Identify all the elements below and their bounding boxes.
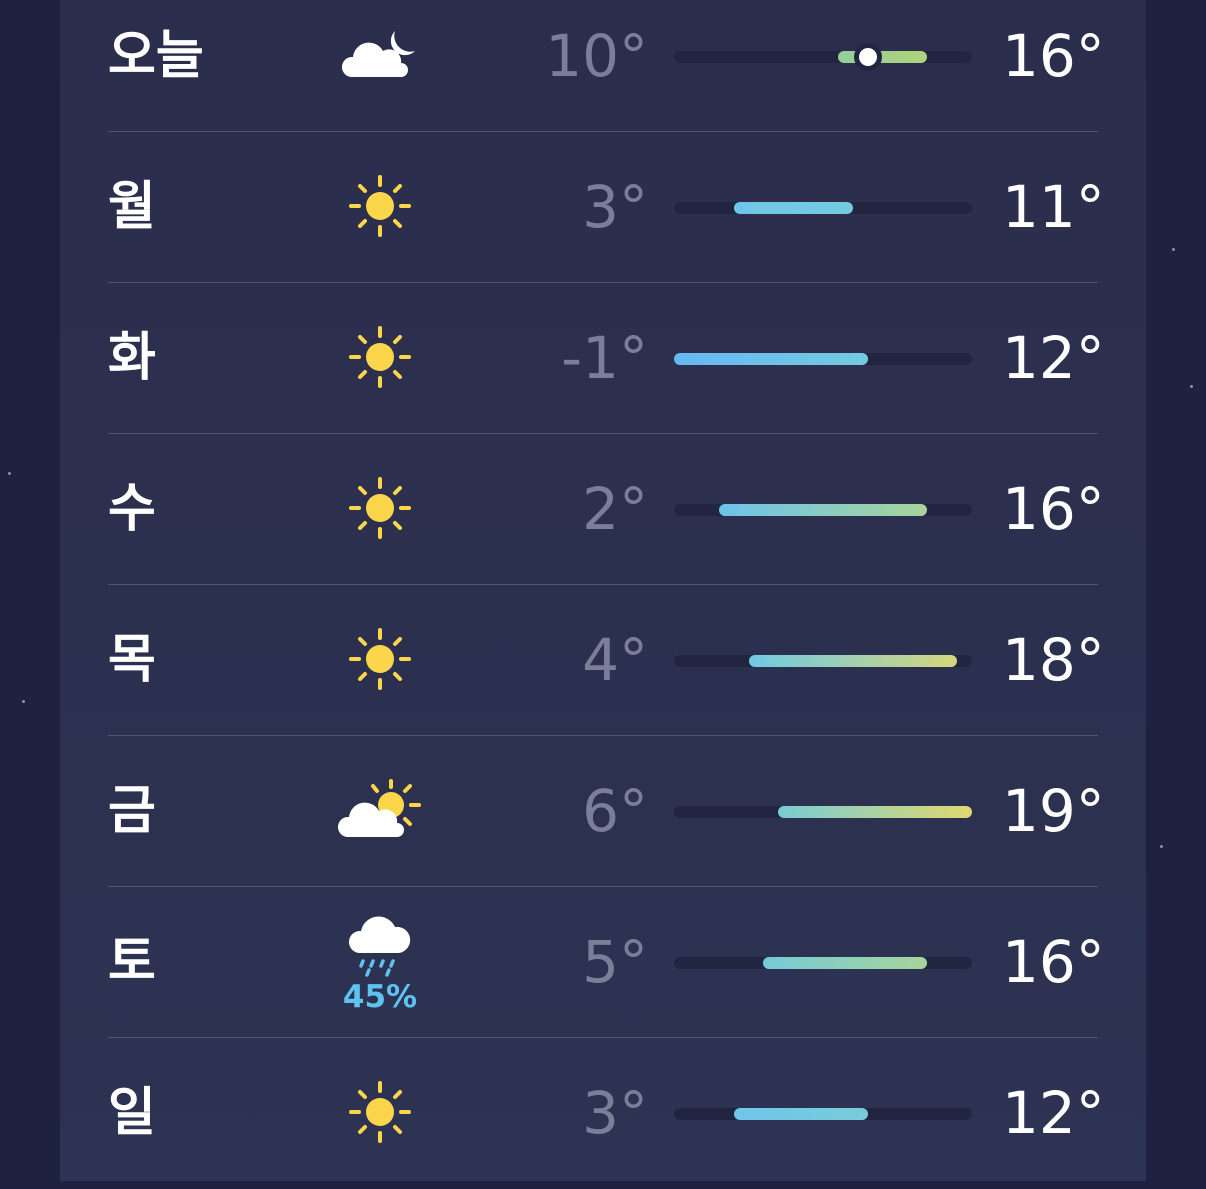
- star: [8, 472, 11, 475]
- low-temp: -1°: [561, 324, 648, 392]
- low-temp: 10°: [545, 22, 648, 90]
- weather-icon-cell: [338, 0, 422, 132]
- high-temp: 19°: [1002, 777, 1105, 845]
- rain-cloud-icon: [345, 911, 415, 981]
- day-label: 토: [108, 932, 156, 992]
- row-divider: [108, 282, 1098, 283]
- day-label: 일: [108, 1083, 156, 1143]
- temp-range-fill: [748, 655, 958, 667]
- low-temp: 6°: [582, 777, 648, 845]
- sun-icon: [347, 475, 413, 545]
- forecast-row[interactable]: 월 3° 11°: [108, 132, 1105, 283]
- temp-range-bar: [674, 48, 972, 66]
- sun-icon: [347, 324, 413, 394]
- forecast-row[interactable]: 금 6° 19°: [108, 736, 1105, 887]
- temp-range-bar: [674, 655, 972, 667]
- weather-icon-cell: [335, 736, 425, 887]
- day-label: 수: [108, 479, 156, 539]
- weather-icon-cell: [338, 283, 422, 434]
- day-label: 월: [108, 177, 156, 237]
- temp-range-fill: [837, 51, 928, 63]
- high-temp: 18°: [1002, 626, 1105, 694]
- current-temp-dot: [858, 48, 877, 66]
- low-temp: 3°: [582, 1079, 648, 1147]
- weather-icon-cell: [338, 132, 422, 283]
- high-temp: 16°: [1002, 475, 1105, 543]
- weather-icon-cell: [338, 585, 422, 736]
- temp-range-fill: [733, 202, 853, 214]
- forecast-row[interactable]: 일 3° 12°: [108, 1038, 1105, 1189]
- weather-icon-cell: [338, 434, 422, 585]
- temp-range-bar: [674, 353, 972, 365]
- temp-range-fill: [763, 957, 928, 969]
- low-temp: 2°: [582, 475, 648, 543]
- sun-icon: [347, 173, 413, 243]
- day-label: 화: [108, 328, 156, 388]
- weather-icon-cell: 45%: [338, 887, 422, 1038]
- star: [1172, 248, 1175, 251]
- row-divider: [108, 886, 1098, 887]
- star: [22, 700, 25, 703]
- forecast-row[interactable]: 토 45% 5° 16°: [108, 887, 1105, 1038]
- row-divider: [108, 1037, 1098, 1038]
- temp-range-bar: [674, 504, 972, 516]
- day-label: 금: [108, 781, 156, 841]
- sun-icon: [347, 1079, 413, 1149]
- weather-icon-cell: [338, 1038, 422, 1189]
- temp-range-fill: [733, 1108, 868, 1120]
- forecast-row[interactable]: 수 2° 16°: [108, 434, 1105, 585]
- temp-range-fill: [718, 504, 928, 516]
- high-temp: 12°: [1002, 324, 1105, 392]
- precipitation-chance: 45%: [342, 978, 418, 1015]
- row-divider: [108, 584, 1098, 585]
- temp-range-fill: [674, 353, 868, 365]
- row-divider: [108, 735, 1098, 736]
- forecast-row[interactable]: 목 4° 18°: [108, 585, 1105, 736]
- temp-range-bar: [674, 202, 972, 214]
- cloud-moon-icon: [339, 25, 421, 89]
- low-temp: 5°: [582, 928, 648, 996]
- high-temp: 16°: [1002, 22, 1105, 90]
- star: [1160, 845, 1163, 848]
- row-divider: [108, 433, 1098, 434]
- high-temp: 12°: [1002, 1079, 1105, 1147]
- low-temp: 3°: [582, 173, 648, 241]
- star: [1190, 385, 1193, 388]
- high-temp: 16°: [1002, 928, 1105, 996]
- temp-range-bar: [674, 1108, 972, 1120]
- forecast-row[interactable]: 오늘 10° 16°: [108, 0, 1105, 132]
- forecast-row[interactable]: 화 -1° 12°: [108, 283, 1105, 434]
- temp-range-fill: [778, 806, 972, 818]
- row-divider: [108, 131, 1098, 132]
- day-label: 오늘: [108, 26, 204, 86]
- ten-day-forecast-panel: 오늘 10° 16° 월 3° 11° 화 -1° 12° 수 2°: [60, 0, 1146, 1181]
- sun-cloud-icon: [335, 777, 425, 847]
- temp-range-bar: [674, 806, 972, 818]
- low-temp: 4°: [582, 626, 648, 694]
- high-temp: 11°: [1002, 173, 1105, 241]
- sun-icon: [347, 626, 413, 696]
- day-label: 목: [108, 630, 156, 690]
- temp-range-bar: [674, 957, 972, 969]
